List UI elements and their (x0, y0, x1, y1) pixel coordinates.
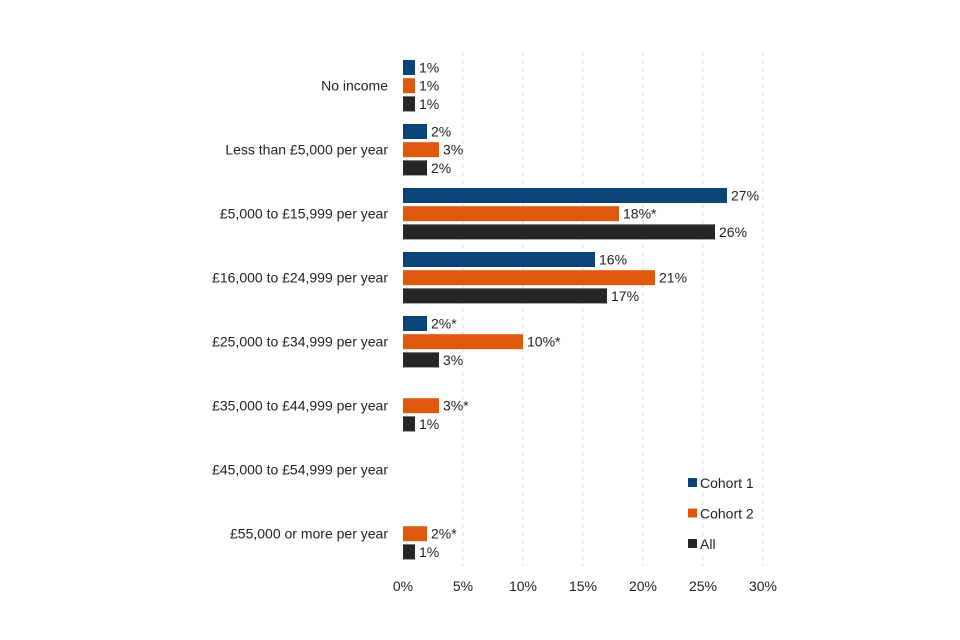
data-label: 1% (419, 544, 439, 560)
x-tick-label: 10% (509, 578, 537, 594)
bar-all-no-income (403, 96, 415, 112)
bar-all-5-000-to-15-999-per-year (403, 224, 715, 240)
x-tick-labels: 0% 5% 10% 15% 20% 25% 30% (393, 578, 777, 594)
data-label: 2%* (431, 526, 457, 542)
bar-cohort-2-no-income (403, 78, 415, 94)
data-label: 3% (443, 352, 463, 368)
data-label: 26% (719, 224, 747, 240)
data-label: 3%* (443, 398, 469, 414)
bar-cohort-2-55-000-or-more-per-year (403, 526, 427, 542)
x-tick-label: 25% (689, 578, 717, 594)
category-label-16-000-to-24-999-per-year: £16,000 to £24,999 per year (212, 270, 388, 286)
x-tick-label: 20% (629, 578, 657, 594)
data-label: 3% (443, 142, 463, 158)
bar-cohort-2-5-000-to-15-999-per-year (403, 206, 619, 222)
gridlines (462, 52, 764, 566)
bar-cohort-2-less-than-5-000-per-year (403, 142, 439, 158)
legend-swatch-cohort-2 (688, 508, 697, 518)
x-tick-label: 15% (569, 578, 597, 594)
data-label: 1% (419, 416, 439, 432)
data-label: 21% (659, 270, 687, 286)
bar-cohort-1-no-income (403, 60, 415, 75)
x-tick-label: 30% (749, 578, 777, 594)
category-labels: No income Less than £5,000 per year £5,000… (212, 78, 388, 542)
bar-all-16-000-to-24-999-per-year (403, 288, 607, 304)
data-label: 2% (431, 124, 451, 140)
legend-label-cohort-2: Cohort 2 (700, 506, 754, 522)
category-label-45-000-to-54-999-per-year: £45,000 to £54,999 per year (212, 462, 388, 478)
category-label-55-000-or-more-per-year: £55,000 or more per year (230, 526, 388, 542)
legend-label-cohort-1: Cohort 1 (700, 475, 754, 491)
bar-cohort-2-35-000-to-44-999-per-year (403, 398, 439, 414)
data-label: 27% (731, 188, 759, 204)
category-label-no-income: No income (321, 78, 388, 94)
category-label-35-000-to-44-999-per-year: £35,000 to £44,999 per year (212, 398, 388, 414)
legend-label-all: All (700, 536, 716, 552)
data-label: 2% (431, 160, 451, 176)
data-label: 1% (419, 60, 439, 76)
data-label: 1% (419, 78, 439, 94)
data-label: 17% (611, 288, 639, 304)
data-label: 18%* (623, 206, 657, 222)
bar-all-55-000-or-more-per-year (403, 544, 415, 560)
bar-cohort-1-16-000-to-24-999-per-year (403, 252, 595, 267)
bar-cohort-2-16-000-to-24-999-per-year (403, 270, 655, 286)
x-tick-label: 5% (453, 578, 473, 594)
bar-cohort-1-5-000-to-15-999-per-year (403, 188, 727, 203)
data-label: 10%* (527, 334, 561, 350)
legend-swatch-cohort-1 (688, 478, 697, 487)
data-label: 16% (599, 252, 627, 268)
bar-all-25-000-to-34-999-per-year (403, 352, 439, 368)
bar-cohort-2-25-000-to-34-999-per-year (403, 334, 523, 350)
bars: 1% 2% 27% 16% 2%* 1% 3% 18%* 21% 10%* 3%* 2%* 1% 2% 26… (403, 60, 759, 560)
category-label-25-000-to-34-999-per-year: £25,000 to £34,999 per year (212, 334, 388, 350)
bar-cohort-1-25-000-to-34-999-per-year (403, 316, 427, 331)
bar-all-35-000-to-44-999-per-year (403, 416, 415, 432)
data-label: 1% (419, 96, 439, 112)
legend: Cohort 1 Cohort 2 All (688, 475, 754, 552)
data-label: 2%* (431, 316, 457, 332)
legend-swatch-all (688, 539, 697, 548)
bar-cohort-1-less-than-5-000-per-year (403, 124, 427, 139)
category-label-less-than-5-000-per-year: Less than £5,000 per year (225, 142, 388, 158)
bar-all-less-than-5-000-per-year (403, 160, 427, 176)
category-label-5-000-to-15-999-per-year: £5,000 to £15,999 per year (220, 206, 388, 222)
x-tick-label: 0% (393, 578, 413, 594)
